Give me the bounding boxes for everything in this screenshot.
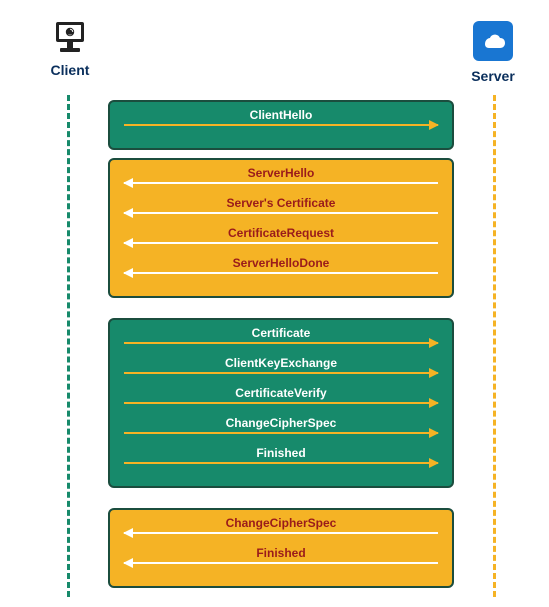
message-row: ServerHello bbox=[124, 166, 438, 196]
arrow-right-icon bbox=[124, 402, 438, 404]
message-row: ClientHello bbox=[124, 108, 438, 138]
server-lifeline bbox=[493, 95, 496, 597]
message-row: ChangeCipherSpec bbox=[124, 516, 438, 546]
message-row: ClientKeyExchange bbox=[124, 356, 438, 386]
message-label: ChangeCipherSpec bbox=[124, 516, 438, 530]
message-row: Finished bbox=[124, 446, 438, 476]
arrow-right-icon bbox=[124, 342, 438, 344]
message-label: CertificateVerify bbox=[124, 386, 438, 400]
client-endpoint: Client bbox=[30, 20, 110, 78]
server-endpoint: Server bbox=[453, 20, 533, 84]
client-icon bbox=[30, 20, 110, 56]
client-label: Client bbox=[30, 62, 110, 78]
message-row: ServerHelloDone bbox=[124, 256, 438, 286]
message-row: Server's Certificate bbox=[124, 196, 438, 226]
message-group: Certificate ClientKeyExchange CertificateV… bbox=[108, 318, 454, 488]
arrow-left-icon bbox=[124, 562, 438, 564]
message-row: CertificateRequest bbox=[124, 226, 438, 256]
message-label: CertificateRequest bbox=[124, 226, 438, 240]
arrow-right-icon bbox=[124, 372, 438, 374]
message-label: ClientKeyExchange bbox=[124, 356, 438, 370]
message-label: Certificate bbox=[124, 326, 438, 340]
client-lifeline bbox=[67, 95, 70, 597]
message-row: Certificate bbox=[124, 326, 438, 356]
message-label: Finished bbox=[124, 546, 438, 560]
arrow-left-icon bbox=[124, 242, 438, 244]
server-label: Server bbox=[453, 68, 533, 84]
arrow-right-icon bbox=[124, 462, 438, 464]
arrow-left-icon bbox=[124, 272, 438, 274]
message-group: ServerHello Server's Certificate Certifica… bbox=[108, 158, 454, 298]
message-row: ChangeCipherSpec bbox=[124, 416, 438, 446]
arrow-right-icon bbox=[124, 432, 438, 434]
message-label: ServerHelloDone bbox=[124, 256, 438, 270]
message-label: ChangeCipherSpec bbox=[124, 416, 438, 430]
arrow-left-icon bbox=[124, 182, 438, 184]
message-row: CertificateVerify bbox=[124, 386, 438, 416]
server-icon bbox=[453, 20, 533, 62]
message-label: Server's Certificate bbox=[124, 196, 438, 210]
arrow-right-icon bbox=[124, 124, 438, 126]
message-group: ClientHello bbox=[108, 100, 454, 150]
message-row: Finished bbox=[124, 546, 438, 576]
message-label: Finished bbox=[124, 446, 438, 460]
arrow-left-icon bbox=[124, 212, 438, 214]
message-group: ChangeCipherSpec Finished bbox=[108, 508, 454, 588]
arrow-left-icon bbox=[124, 532, 438, 534]
message-label: ClientHello bbox=[124, 108, 438, 122]
message-label: ServerHello bbox=[124, 166, 438, 180]
